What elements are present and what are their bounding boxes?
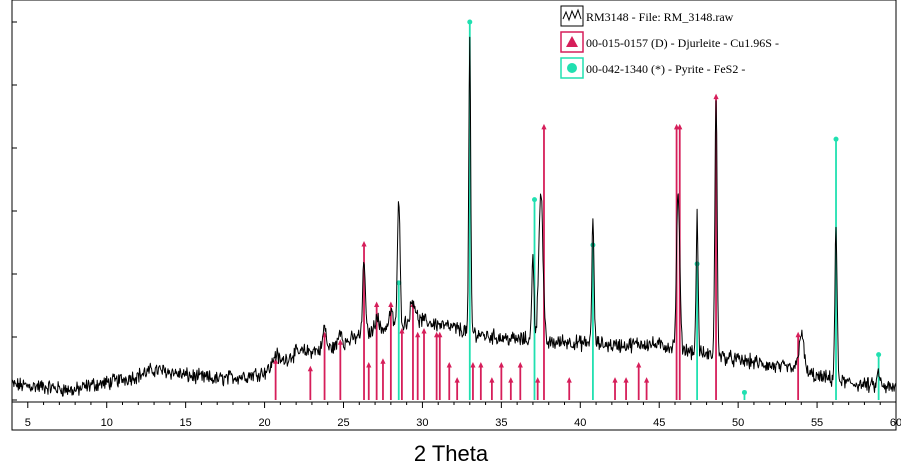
djurleite-marker bbox=[489, 377, 495, 383]
djurleite-marker bbox=[470, 361, 476, 368]
pyrite-marker bbox=[590, 242, 596, 248]
legend-entry: RM3148 - File: RM_3148.raw bbox=[560, 5, 734, 27]
djurleite-marker bbox=[361, 241, 367, 247]
djurleite-marker bbox=[273, 358, 279, 364]
circle-swatch-icon bbox=[567, 63, 577, 73]
djurleite-marker bbox=[399, 327, 405, 334]
djurleite-marker bbox=[307, 365, 313, 372]
x-tick-label: 30 bbox=[416, 417, 428, 429]
djurleite-marker bbox=[337, 339, 343, 345]
pyrite-marker bbox=[467, 19, 473, 25]
x-tick-label: 60 bbox=[890, 417, 901, 429]
pyrite-marker bbox=[741, 389, 747, 395]
legend-entry: 00-015-0157 (D) - Djurleite - Cu1.96S - bbox=[560, 31, 779, 53]
pattern-swatch-icon bbox=[562, 8, 582, 22]
x-axis: 5 10 15 20 25 30 35 40 45 50 55 60 bbox=[11, 401, 901, 431]
pyrite-marker bbox=[833, 136, 839, 142]
pyrite-marker bbox=[694, 261, 700, 267]
pattern-line bbox=[11, 36, 897, 397]
legend: RM3148 - File: RM_3148.raw 00-015-0157 (D… bbox=[560, 5, 779, 79]
legend-label: 00-015-0157 (D) - Djurleite - Cu1.96S - bbox=[586, 36, 779, 50]
djurleite-marker bbox=[374, 301, 380, 307]
diffraction-pattern bbox=[11, 36, 897, 397]
djurleite-marker bbox=[636, 361, 642, 368]
pyrite-marker bbox=[876, 352, 882, 358]
djurleite-marker bbox=[643, 377, 650, 383]
djurleite-marker bbox=[566, 377, 572, 383]
x-tick-label: 50 bbox=[732, 417, 744, 429]
djurleite-marker bbox=[623, 377, 629, 383]
djurleite-marker bbox=[388, 301, 394, 307]
legend-entry: 00-042-1340 (*) - Pyrite - FeS2 - bbox=[560, 57, 745, 79]
djurleite-marker bbox=[517, 361, 523, 368]
x-tick-label: 15 bbox=[180, 417, 192, 429]
djurleite-marker bbox=[446, 361, 452, 368]
x-axis-band bbox=[11, 401, 897, 431]
x-tick-label: 10 bbox=[101, 417, 113, 429]
y-axis-ticks bbox=[12, 21, 17, 401]
x-tick-label: 25 bbox=[337, 417, 349, 429]
djurleite-marker bbox=[437, 331, 443, 338]
djurleite-marker bbox=[677, 123, 683, 130]
x-tick-label: 35 bbox=[495, 417, 507, 429]
djurleite-marker bbox=[366, 361, 372, 368]
djurleite-marker bbox=[380, 358, 386, 364]
x-tick-label: 55 bbox=[811, 417, 823, 429]
djurleite-marker bbox=[795, 331, 801, 338]
x-tick-label: 40 bbox=[574, 417, 586, 429]
djurleite-marker bbox=[508, 377, 514, 383]
x-tick-label: 20 bbox=[258, 417, 270, 429]
x-tick-label: 5 bbox=[25, 417, 31, 429]
djurleite-marker bbox=[454, 377, 460, 383]
legend-label: RM3148 - File: RM_3148.raw bbox=[586, 10, 734, 24]
djurleite-marker bbox=[415, 331, 421, 338]
x-axis-title: 2 Theta bbox=[414, 441, 489, 466]
djurleite-marker bbox=[535, 377, 541, 383]
djurleite-marker bbox=[713, 93, 719, 100]
x-axis-ticks: 5 10 15 20 25 30 35 40 45 50 55 60 bbox=[11, 402, 901, 429]
djurleite-marker bbox=[421, 327, 427, 334]
triangle-swatch-icon bbox=[566, 36, 578, 47]
pyrite-marker bbox=[396, 280, 402, 286]
djurleite-marker bbox=[478, 361, 484, 368]
legend-label: 00-042-1340 (*) - Pyrite - FeS2 - bbox=[586, 62, 745, 76]
djurleite-marker bbox=[612, 377, 618, 383]
pyrite-marker bbox=[532, 197, 538, 203]
x-tick-label: 45 bbox=[653, 417, 665, 429]
djurleite-marker bbox=[498, 361, 504, 368]
reference-lines bbox=[273, 19, 882, 400]
djurleite-marker bbox=[541, 123, 547, 130]
